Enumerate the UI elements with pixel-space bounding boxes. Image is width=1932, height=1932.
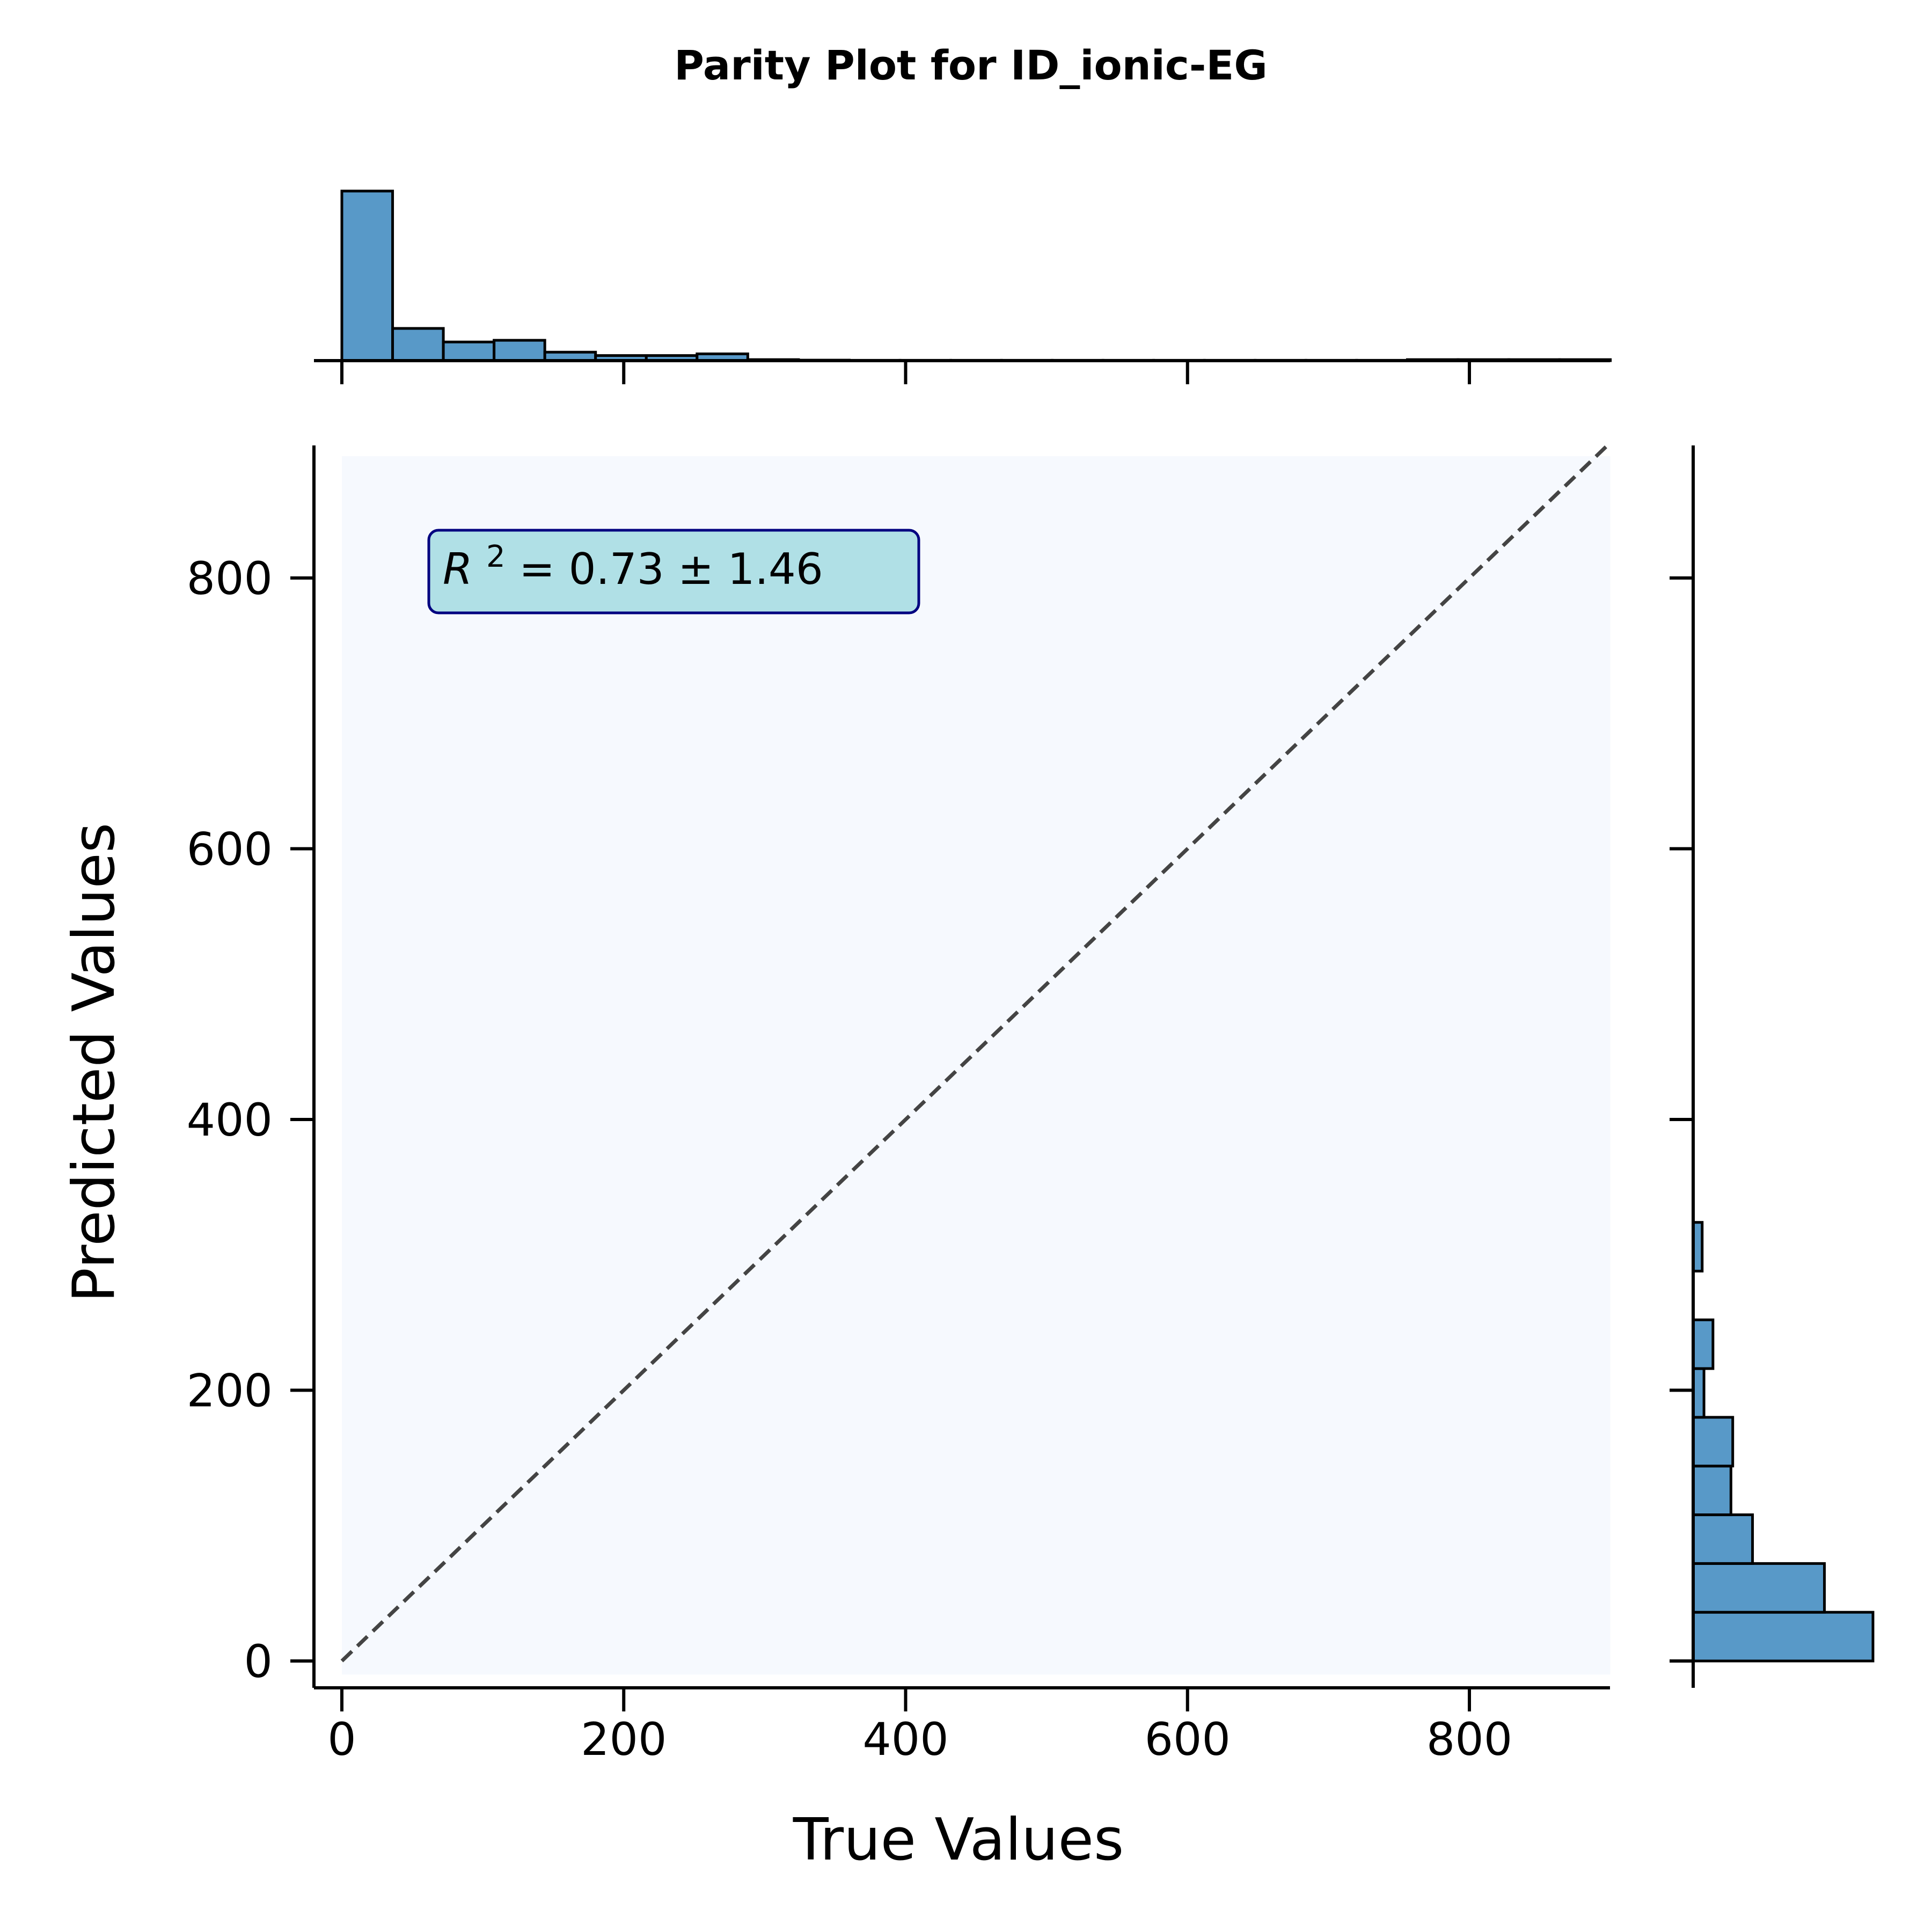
plot-background	[342, 456, 1611, 1675]
y-hist-bar	[1692, 1416, 1735, 1468]
x-axis-label: True Values	[793, 1806, 1124, 1874]
y-tick-label: 0	[244, 1635, 273, 1688]
r2-annotation: R 2 = 0.73 ± 1.46	[427, 527, 920, 614]
y-hist-bar	[1692, 1513, 1754, 1565]
y-axis-label: Predicted Values	[61, 823, 128, 1302]
r2-annotation-text: R 2 = 0.73 ± 1.46	[443, 527, 823, 594]
x-tick-label: 800	[1426, 1713, 1512, 1766]
x-tick-label: 600	[1145, 1713, 1231, 1766]
y-hist-bar	[1692, 1318, 1715, 1370]
x-hist-bar	[391, 327, 445, 362]
x-axis-ticks: 0 200 400 600 800	[327, 1688, 1512, 1766]
main-plot-area: 0 200 400 600 800 0 200 400 600 800	[187, 441, 1612, 1766]
x-tick-label: 400	[862, 1713, 948, 1766]
r2-annotation-box	[427, 529, 920, 614]
r2-symbol: R	[443, 544, 473, 594]
chart-title: Parity Plot for ID_ionic-EG	[674, 41, 1267, 89]
y-axis-ticks: 0 200 400 600 800	[187, 552, 314, 1688]
y-tick-label: 800	[187, 552, 273, 605]
y-tick-label: 400	[187, 1094, 273, 1146]
y-hist-bar	[1692, 1367, 1706, 1419]
main-axes	[312, 445, 1610, 1689]
r2-value: = 0.73 ± 1.46	[519, 544, 823, 594]
parity-line	[340, 441, 1612, 1663]
y-hist-bar	[1692, 1465, 1732, 1517]
y-tick-label: 600	[187, 823, 273, 876]
x-tick-label: 0	[327, 1713, 356, 1766]
marginal-y-histogram	[1670, 445, 1875, 1688]
y-hist-bar	[1692, 1611, 1875, 1663]
x-hist-bar	[442, 340, 496, 362]
r2-superscript: 2	[486, 539, 506, 574]
x-hist-bar	[493, 339, 546, 362]
y-hist-bar	[1692, 1562, 1826, 1614]
marginal-x-histogram	[314, 189, 1612, 384]
y-tick-label: 200	[187, 1365, 273, 1417]
x-tick-label: 200	[581, 1713, 667, 1766]
x-hist-bar	[340, 189, 394, 362]
